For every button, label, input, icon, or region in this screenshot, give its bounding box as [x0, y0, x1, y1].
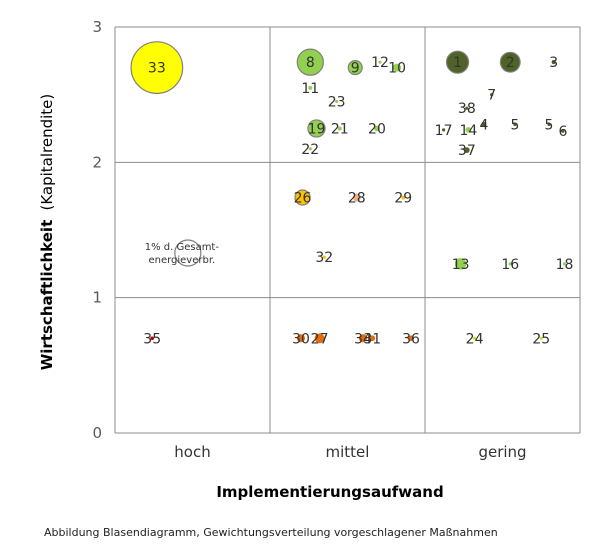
- bubble-label: 10: [388, 61, 406, 77]
- bubble-label: 2: [506, 55, 515, 71]
- bubble-21: [337, 126, 342, 131]
- bubble-19: [307, 119, 326, 138]
- bubble-label: 5: [545, 117, 554, 133]
- y-axis-title-main: Wirtschaftlichkeit: [38, 220, 56, 370]
- bubble-label: 27: [311, 331, 329, 347]
- bubble-label: 6: [558, 124, 567, 140]
- bubble-38: [465, 106, 469, 110]
- y-tick-label: 1: [92, 289, 102, 307]
- bubble-label: 33: [148, 61, 166, 77]
- y-tick-label: 0: [92, 424, 102, 442]
- x-category-label: hoch: [174, 443, 210, 461]
- grid-lines: [114, 26, 581, 434]
- bubble-18: [562, 262, 567, 266]
- bubble-4: [481, 121, 487, 127]
- bubble-5: [547, 122, 551, 127]
- bubble-label: 7: [487, 88, 496, 104]
- y-tick-label: 3: [92, 18, 102, 36]
- bubble-20: [374, 125, 380, 132]
- size-reference-label-line1: 1% d. Gesamt-: [145, 242, 220, 253]
- bubble-17: [442, 128, 446, 132]
- bubble-label: 30: [292, 331, 310, 347]
- bubble-label: 21: [331, 122, 349, 138]
- bubble-35: [150, 336, 154, 341]
- bubble-label: 11: [301, 81, 319, 97]
- bubble-label: 22: [301, 142, 319, 158]
- bubble-10: [393, 63, 402, 72]
- bubble-label: 32: [315, 250, 333, 266]
- bubble-31: [369, 335, 376, 342]
- bubble-label: 18: [556, 257, 574, 273]
- bubble-36: [408, 335, 414, 342]
- x-axis-title: Implementierungsaufwand: [216, 483, 443, 501]
- bubble-label: 3: [549, 55, 558, 71]
- bubble-label: 26: [294, 191, 312, 207]
- bubble-34: [358, 334, 368, 343]
- bubble-label: 29: [394, 191, 412, 207]
- size-legend-note: 1% d. Gesamt-energieverbr.: [145, 239, 220, 267]
- bubble-label: 5: [510, 117, 519, 133]
- bubble-23: [335, 99, 339, 104]
- bubble-24: [473, 336, 477, 340]
- bubble-32: [322, 255, 326, 259]
- bubble-14: [465, 127, 472, 133]
- bubble-label: 23: [328, 94, 346, 110]
- bubble-29: [401, 195, 406, 200]
- bubble-label: 17: [435, 123, 453, 139]
- bubble-5: [513, 122, 517, 127]
- bubble-label: 34: [354, 331, 372, 347]
- bubble-label: 37: [458, 143, 476, 159]
- x-category-label: gering: [478, 443, 526, 461]
- figure-caption: Abbildung Blasendiagramm, Gewichtungsver…: [44, 526, 498, 539]
- size-reference-label-line2: energieverbr.: [148, 255, 215, 266]
- bubble-25: [539, 336, 543, 340]
- x-category-label: mittel: [326, 443, 370, 461]
- bubble-label: 9: [351, 61, 360, 77]
- bubble-2: [499, 51, 521, 73]
- bubble-label: 24: [466, 331, 484, 347]
- bubble-label: 36: [402, 331, 420, 347]
- bubble-37: [464, 147, 470, 153]
- size-reference-circle: [174, 239, 202, 267]
- bubble-30: [296, 334, 306, 343]
- y-axis-title-sub: (Kapitalrendite): [38, 94, 56, 211]
- bubble-26: [294, 189, 311, 206]
- bubble-12: [378, 60, 382, 64]
- bubble-16: [508, 262, 512, 266]
- bubble-9: [347, 60, 363, 76]
- bubble-label: 31: [363, 331, 381, 347]
- bubble-label: 20: [368, 122, 386, 138]
- bubble-27: [314, 333, 325, 344]
- bubble-label: 12: [371, 55, 389, 71]
- bubble-label: 16: [501, 257, 519, 273]
- bubble-11: [308, 85, 313, 90]
- bubble-label: 28: [348, 191, 366, 207]
- y-tick-label: 2: [92, 153, 102, 171]
- bubble-33: [130, 41, 184, 94]
- bubble-label: 14: [459, 123, 477, 139]
- bubble-label: 38: [458, 101, 476, 117]
- bubble-13: [454, 258, 467, 270]
- bubble-8: [296, 48, 324, 76]
- bubble-label: 35: [143, 331, 161, 347]
- bubble-label: 19: [308, 122, 326, 138]
- bubble-label: 13: [452, 257, 470, 273]
- bubble-28: [352, 193, 361, 202]
- bubble-label: 1: [453, 55, 462, 71]
- bubble-label: 8: [306, 55, 315, 71]
- bubble-1: [445, 50, 470, 74]
- bubble-22: [308, 147, 312, 151]
- bubble-3: [551, 60, 556, 65]
- bubble-label: 4: [479, 117, 488, 133]
- bubble-6: [561, 129, 565, 133]
- bubble-7: [490, 93, 494, 97]
- bubble-label: 25: [532, 331, 550, 347]
- y-axis-title: Wirtschaftlichkeit (Kapitalrendite): [38, 94, 56, 371]
